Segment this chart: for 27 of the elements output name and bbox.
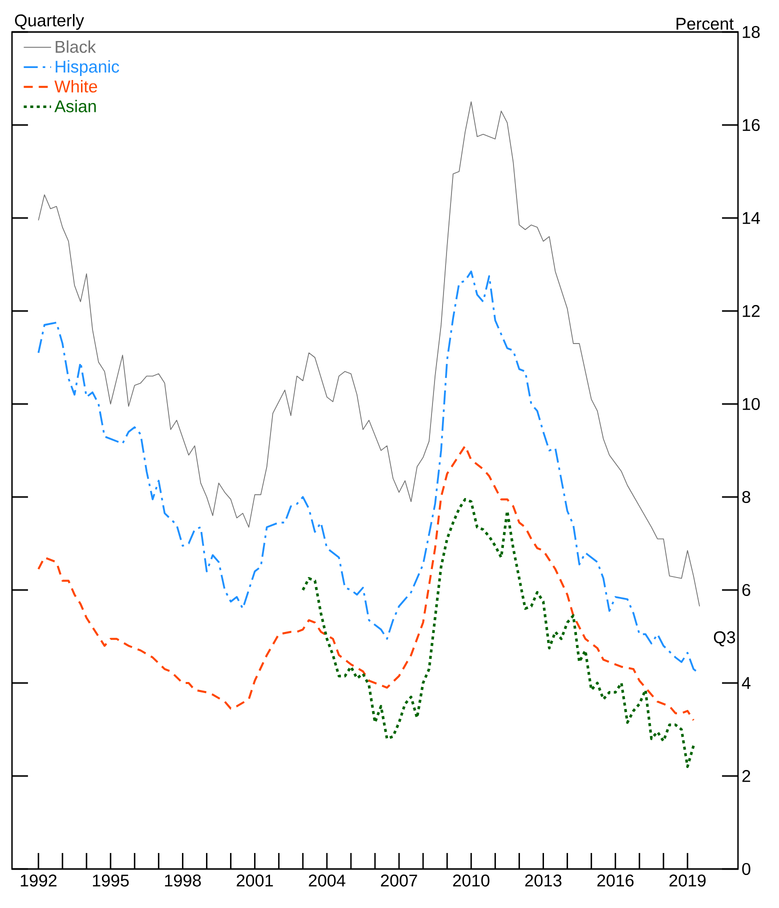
y-tick-label: 12 (742, 305, 760, 317)
x-tick-label: 2007 (380, 874, 418, 887)
y-tick-label: 6 (742, 584, 750, 596)
x-tick-label: 2010 (453, 874, 490, 887)
text: Quarterly (15, 14, 84, 30)
legend-label: Hispanic (56, 60, 120, 76)
x-tick-label: 1995 (92, 874, 129, 887)
y-tick-label: 18 (742, 26, 760, 38)
annotation: Q3 (714, 631, 736, 646)
x-tick-label: 1992 (20, 874, 56, 887)
legend-label: Asian (54, 100, 96, 112)
legend-label: Black (56, 40, 96, 53)
x-tick-label: 1998 (165, 874, 201, 887)
y-tick-label: 16 (742, 118, 760, 132)
legend-label: White (54, 80, 98, 93)
y-tick-label: 14 (742, 212, 760, 224)
y-tick-label: 4 (742, 677, 750, 689)
x-tick-label: 2016 (597, 874, 634, 887)
y-tick-label: 8 (742, 490, 750, 504)
x-tick-label: 2013 (525, 874, 562, 887)
y-axis-title: Percent (676, 18, 734, 30)
x-tick-label: 2019 (669, 874, 706, 887)
y-tick-label: 0 (742, 862, 750, 876)
y-tick-label: 2 (742, 770, 750, 782)
y-tick-label: 10 (742, 398, 760, 410)
x-tick-label: 2001 (236, 874, 273, 887)
x-tick-label: 2004 (308, 874, 346, 887)
